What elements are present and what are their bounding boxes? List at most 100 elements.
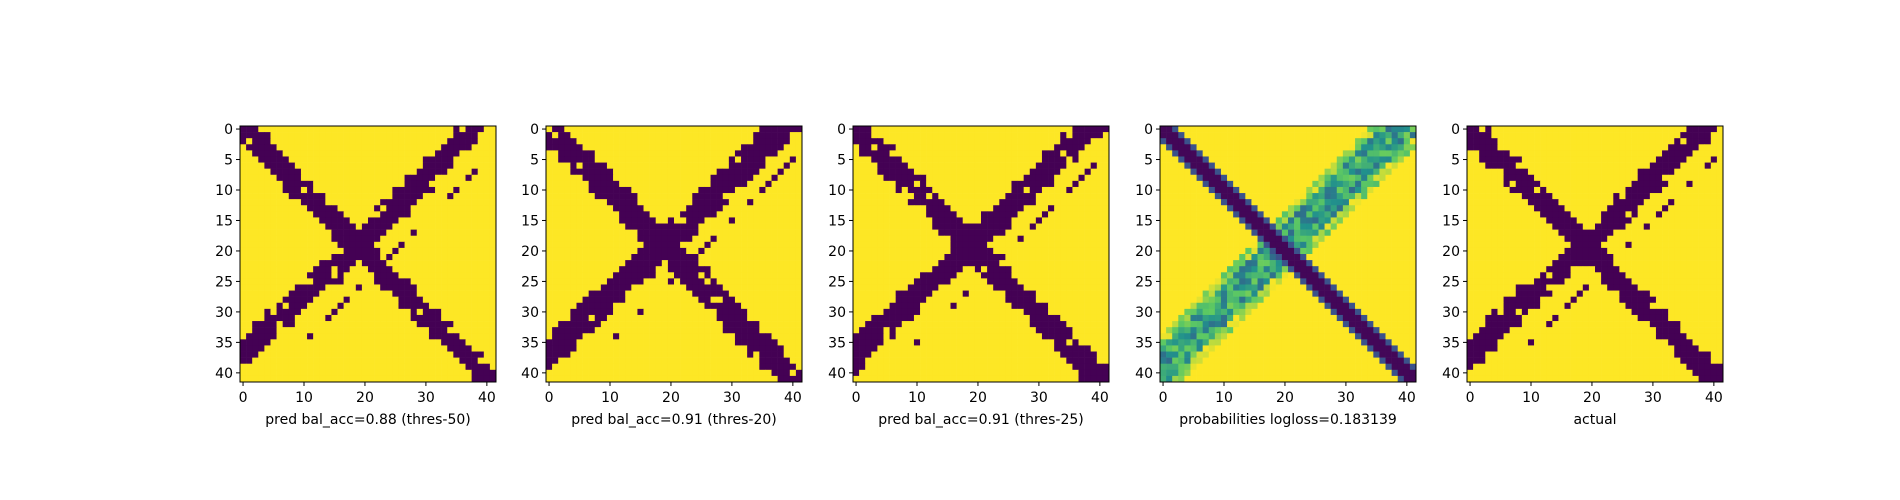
heatmap-cell: [619, 132, 626, 139]
heatmap-cell: [361, 260, 369, 267]
heatmap-cell: [489, 314, 497, 322]
heatmap-cell: [453, 144, 460, 151]
heatmap-cell: [661, 327, 669, 334]
heatmap-cell: [974, 199, 982, 206]
heatmap-cell: [398, 260, 405, 267]
heatmap-cell: [552, 345, 559, 352]
heatmap-cell: [637, 327, 644, 334]
heatmap-cell: [1005, 308, 1012, 316]
heatmap-cell: [441, 314, 448, 322]
heatmap-cell: [319, 296, 326, 304]
heatmap-cell: [680, 296, 687, 304]
heatmap-cell: [999, 229, 1006, 237]
heatmap-cell: [1005, 193, 1012, 200]
heatmap-cell: [331, 223, 338, 230]
heatmap-cell: [404, 369, 411, 377]
heatmap-cell: [926, 241, 933, 249]
heatmap-cell: [1054, 144, 1061, 151]
heatmap-cell: [307, 363, 314, 371]
heatmap-cell: [307, 156, 314, 163]
heatmap-cell: [907, 254, 915, 261]
heatmap-cell: [398, 132, 405, 139]
heatmap-cell: [974, 284, 982, 291]
heatmap-cell: [938, 126, 945, 133]
heatmap-cell: [258, 156, 265, 163]
heatmap-cell: [1084, 180, 1092, 188]
heatmap-cell: [252, 241, 259, 249]
heatmap-cell: [637, 247, 644, 255]
heatmap-cell: [252, 339, 259, 346]
heatmap-cell: [252, 211, 259, 218]
heatmap-cell: [240, 138, 247, 145]
heatmap-cell: [716, 296, 724, 304]
heatmap-cell: [661, 211, 669, 218]
heatmap-cell: [398, 333, 405, 340]
heatmap-cell: [410, 314, 418, 322]
heatmap-cell: [258, 229, 265, 237]
heatmap-cell: [938, 144, 945, 151]
heatmap-cell: [410, 138, 418, 145]
heatmap-cell: [1005, 247, 1012, 255]
heatmap-cell: [956, 260, 964, 267]
heatmap-cell: [331, 217, 338, 224]
heatmap-cell: [771, 229, 778, 237]
heatmap-cell: [974, 150, 982, 157]
heatmap-cell: [252, 314, 259, 322]
heatmap-cell: [404, 290, 411, 297]
heatmap-cell: [483, 290, 491, 297]
heatmap-cell: [606, 254, 614, 261]
heatmap-cell: [343, 199, 351, 206]
heatmap-cell: [871, 174, 878, 182]
heatmap-cell: [392, 272, 399, 279]
heatmap-cell: [1041, 308, 1049, 316]
heatmap-cell: [258, 272, 265, 279]
heatmap-cell: [907, 126, 915, 133]
heatmap-cell: [920, 180, 927, 188]
heatmap-cell: [552, 180, 559, 188]
heatmap-cell: [619, 150, 626, 157]
heatmap-cell: [240, 199, 247, 206]
heatmap-cell: [680, 260, 687, 267]
heatmap-cell: [920, 205, 927, 212]
heatmap-cell: [913, 217, 921, 224]
heatmap-cell: [853, 156, 860, 163]
heatmap-cell: [582, 351, 589, 358]
heatmap-cell: [871, 132, 878, 139]
heatmap-cell: [710, 235, 717, 243]
heatmap-cell: [546, 266, 553, 273]
heatmap-cell: [1041, 223, 1049, 230]
heatmap-cell: [1066, 211, 1073, 218]
heatmap-cell: [692, 150, 699, 157]
heatmap-cell: [1011, 144, 1018, 151]
heatmap-cell: [422, 126, 430, 133]
heatmap-cell: [422, 363, 430, 371]
heatmap-cell: [759, 162, 766, 169]
heatmap-cell: [313, 260, 320, 267]
heatmap-cell: [913, 144, 921, 151]
heatmap-cell: [661, 126, 669, 133]
heatmap-cell: [558, 144, 565, 151]
heatmap-cell: [410, 199, 418, 206]
heatmap-cell: [435, 144, 442, 151]
heatmap-cell: [734, 126, 742, 133]
heatmap-cell: [944, 302, 951, 310]
heatmap-cell: [704, 363, 711, 371]
heatmap-cell: [435, 308, 442, 316]
heatmap-cell: [987, 229, 994, 237]
heatmap-cell: [313, 229, 320, 237]
heatmap-cell: [343, 126, 351, 133]
heatmap-cell: [355, 363, 363, 371]
heatmap-cell: [692, 174, 699, 182]
heatmap-cell: [1102, 247, 1110, 255]
heatmap-cell: [728, 278, 736, 285]
heatmap-cell: [349, 357, 357, 365]
heatmap-cell: [926, 217, 933, 224]
heatmap-cell: [728, 308, 736, 316]
heatmap-cell: [974, 174, 982, 182]
heatmap-cell: [987, 254, 994, 261]
heatmap-cell: [1029, 199, 1037, 206]
heatmap-cell: [999, 180, 1006, 188]
heatmap-cell: [282, 150, 290, 157]
heatmap-cell: [883, 126, 890, 133]
heatmap-cell: [325, 235, 332, 243]
